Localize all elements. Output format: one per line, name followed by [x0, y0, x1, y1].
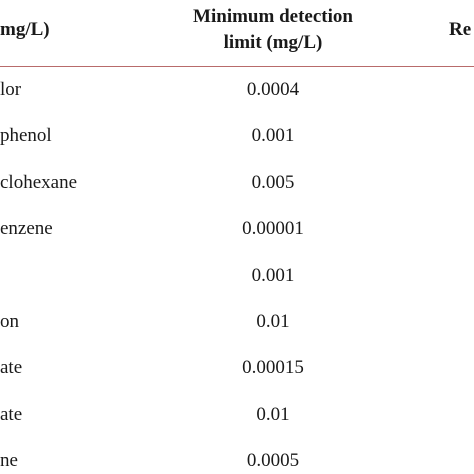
header-right-column: Re [449, 19, 472, 40]
header-divider [0, 66, 474, 67]
row-substance: lor [0, 79, 22, 100]
row-substance: phenol [0, 125, 52, 147]
header-limit-line1: Minimum detection [193, 6, 353, 27]
row-detection-limit: 0.00001 [242, 218, 304, 240]
table-row: lor 0.0004 [0, 67, 474, 113]
table-row: phenol 0.001 [0, 113, 474, 159]
row-detection-limit: 0.00015 [242, 357, 304, 379]
header-concentration: mg/L) [0, 19, 50, 40]
header-minimum-detection-limit: Minimum detection limit (mg/L) [150, 4, 396, 56]
row-detection-limit: 0.005 [251, 171, 295, 193]
row-detection-limit: 0.0004 [246, 79, 300, 100]
table-row: on 0.01 [0, 299, 474, 345]
table-row: ne 0.0005 [0, 438, 474, 474]
table-row: enzene 0.00001 [0, 206, 474, 252]
table-row: ate 0.01 [0, 392, 474, 438]
row-detection-limit: 0.01 [256, 403, 290, 425]
row-detection-limit: 0.0005 [246, 450, 300, 472]
row-detection-limit: 0.001 [251, 264, 295, 286]
row-substance: enzene [0, 218, 53, 240]
row-detection-limit: 0.01 [256, 310, 290, 332]
row-substance: ate [0, 357, 23, 379]
row-detection-limit: 0.001 [251, 125, 295, 147]
table-body: lor 0.0004 phenol 0.001 clohexane 0.005 … [0, 67, 474, 474]
row-substance: ne [0, 450, 18, 472]
row-substance: on [0, 310, 19, 332]
row-substance: clohexane [0, 171, 78, 193]
table-row: ate 0.00015 [0, 345, 474, 391]
table-row: clohexane 0.005 [0, 160, 474, 206]
row-substance: ate [0, 403, 23, 425]
table-row: 0.001 [0, 253, 474, 299]
header-limit-line2: limit (mg/L) [223, 32, 323, 53]
